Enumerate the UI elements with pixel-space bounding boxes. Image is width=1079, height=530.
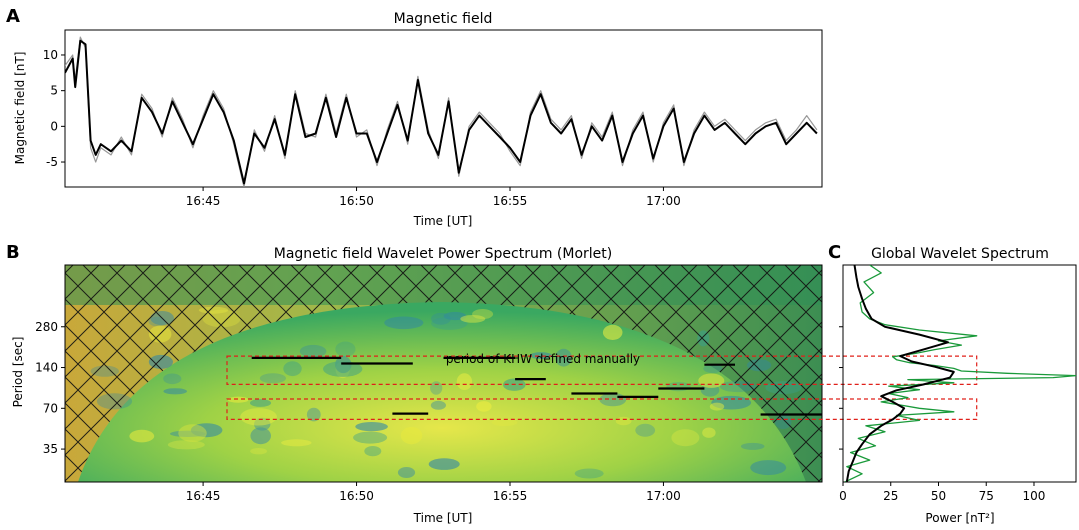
x-tick-label: 16:50: [339, 489, 374, 503]
spectrum-texture: [400, 427, 423, 445]
panel-a-xlabel: Time [UT]: [413, 214, 473, 228]
spectrum-texture: [671, 429, 700, 447]
panel-b-ylabel: Period [sec]: [11, 337, 25, 408]
panel-a-magnetic-field: Magnetic field 16:45 16:50 16:55 17:00 -5 0 5…: [13, 11, 823, 228]
y-tick-label: 35: [43, 442, 58, 456]
wavelet-heatmap: [65, 265, 822, 482]
panel-letter-b: B: [6, 242, 20, 263]
spectrum-texture: [384, 316, 424, 330]
spectrum-texture: [167, 440, 205, 450]
spectrum-texture: [190, 423, 223, 438]
panel-letter-c: C: [828, 242, 841, 263]
spectrum-texture: [129, 429, 155, 443]
spectrum-texture: [355, 422, 388, 432]
spectrum-texture: [666, 382, 691, 392]
spectrum-texture: [574, 468, 604, 479]
x-tick-label: 16:55: [493, 489, 528, 503]
x-tick-label: 25: [883, 489, 898, 503]
spectrum-texture: [430, 381, 443, 395]
spectrum-texture: [555, 348, 572, 367]
x-tick-label: 0: [839, 489, 847, 503]
spectrum-texture: [249, 399, 272, 407]
spectrum-texture: [443, 311, 467, 321]
panel-letter-a: A: [6, 6, 20, 27]
spectrum-texture: [476, 401, 492, 412]
x-tick-label: 50: [931, 489, 946, 503]
x-tick-label: 17:00: [646, 489, 681, 503]
spectrum-texture: [635, 423, 656, 437]
spectrum-texture: [335, 360, 350, 379]
spectrum-texture: [254, 417, 271, 431]
spectrum-texture: [353, 431, 388, 444]
x-tick-label: 16:45: [186, 489, 221, 503]
x-tick-label: 75: [979, 489, 994, 503]
y-tick-label: 10: [43, 48, 58, 62]
spectrum-texture: [323, 361, 363, 377]
panel-b-frame: [64, 264, 823, 483]
x-tick-label: 17:00: [646, 194, 681, 208]
panel-a-frame: [64, 29, 823, 188]
panel-b-xlabel: Time [UT]: [413, 511, 473, 525]
magnetic-field-series-1: [65, 39, 818, 185]
global-spectrum-series-2: [844, 265, 1076, 482]
panel-a-ylabel: Magnetic field [nT]: [13, 52, 27, 165]
spectrum-texture: [163, 373, 182, 385]
hatch-left: [65, 265, 440, 482]
spectrum-texture: [283, 361, 302, 377]
spectrum-texture: [169, 430, 206, 437]
spectrum-texture: [431, 312, 451, 325]
spectrum-texture: [163, 388, 187, 395]
spectrum-texture: [460, 315, 486, 323]
spectrum-texture: [750, 460, 787, 476]
y-tick-label: -5: [46, 155, 58, 169]
spectrum-texture: [240, 408, 277, 426]
spectrum-texture: [178, 424, 207, 442]
x-tick-label: 16:55: [493, 194, 528, 208]
spectrum-texture: [491, 418, 518, 426]
spectrum-texture: [430, 400, 446, 410]
global-spectrum-series-1: [845, 265, 955, 482]
spectrum-texture: [431, 316, 468, 330]
panel-c-title: Global Wavelet Spectrum: [871, 246, 1049, 262]
y-tick-label: 280: [35, 320, 58, 334]
panel-b-wavelet-spectrum: Magnetic field Wavelet Power Spectrum (M…: [11, 246, 978, 525]
spectrum-texture: [364, 446, 382, 457]
y-tick-label: 70: [43, 401, 58, 415]
spectrum-texture: [702, 427, 716, 438]
panel-b-title: Magnetic field Wavelet Power Spectrum (M…: [274, 246, 612, 262]
panel-c-xlabel: Power [nT²]: [925, 511, 994, 525]
spectrum-texture: [602, 324, 623, 340]
spectrum-texture: [615, 416, 632, 426]
x-tick-label: 100: [1023, 489, 1046, 503]
hatch-right: [440, 265, 822, 482]
khw-band-1: [226, 355, 978, 386]
spectrum-texture: [530, 352, 552, 360]
spectrum-texture: [740, 442, 765, 450]
spectrum-texture: [335, 341, 356, 357]
spectrum-texture: [250, 427, 271, 445]
spectrum-texture: [456, 373, 473, 391]
spectrum-texture: [281, 439, 312, 447]
x-tick-label: 16:45: [186, 194, 221, 208]
cone-of-influence-area: [78, 302, 806, 482]
x-tick-label: 16:50: [339, 194, 374, 208]
panel-a-title: Magnetic field: [394, 11, 493, 27]
panel-c-frame: [842, 264, 1077, 483]
spectrum-texture: [299, 344, 327, 358]
panel-c-global-spectrum: Global Wavelet Spectrum 0 25 50 75 100 Power…: [839, 246, 1077, 525]
spectrum-texture: [306, 407, 321, 422]
spectrum-texture: [709, 402, 725, 411]
y-tick-label: 0: [50, 119, 58, 133]
y-tick-label: 140: [35, 361, 58, 375]
spectrum-texture: [227, 396, 249, 403]
spectrum-texture: [472, 309, 494, 320]
khw-annotation: period of KHW defined manually: [446, 352, 640, 366]
spectrum-texture: [428, 458, 460, 470]
y-tick-label: 5: [50, 84, 58, 98]
spectrum-texture: [259, 373, 286, 384]
khw-band-2: [226, 398, 978, 420]
spectrum-texture: [397, 467, 416, 478]
spectrum-texture: [250, 448, 267, 455]
